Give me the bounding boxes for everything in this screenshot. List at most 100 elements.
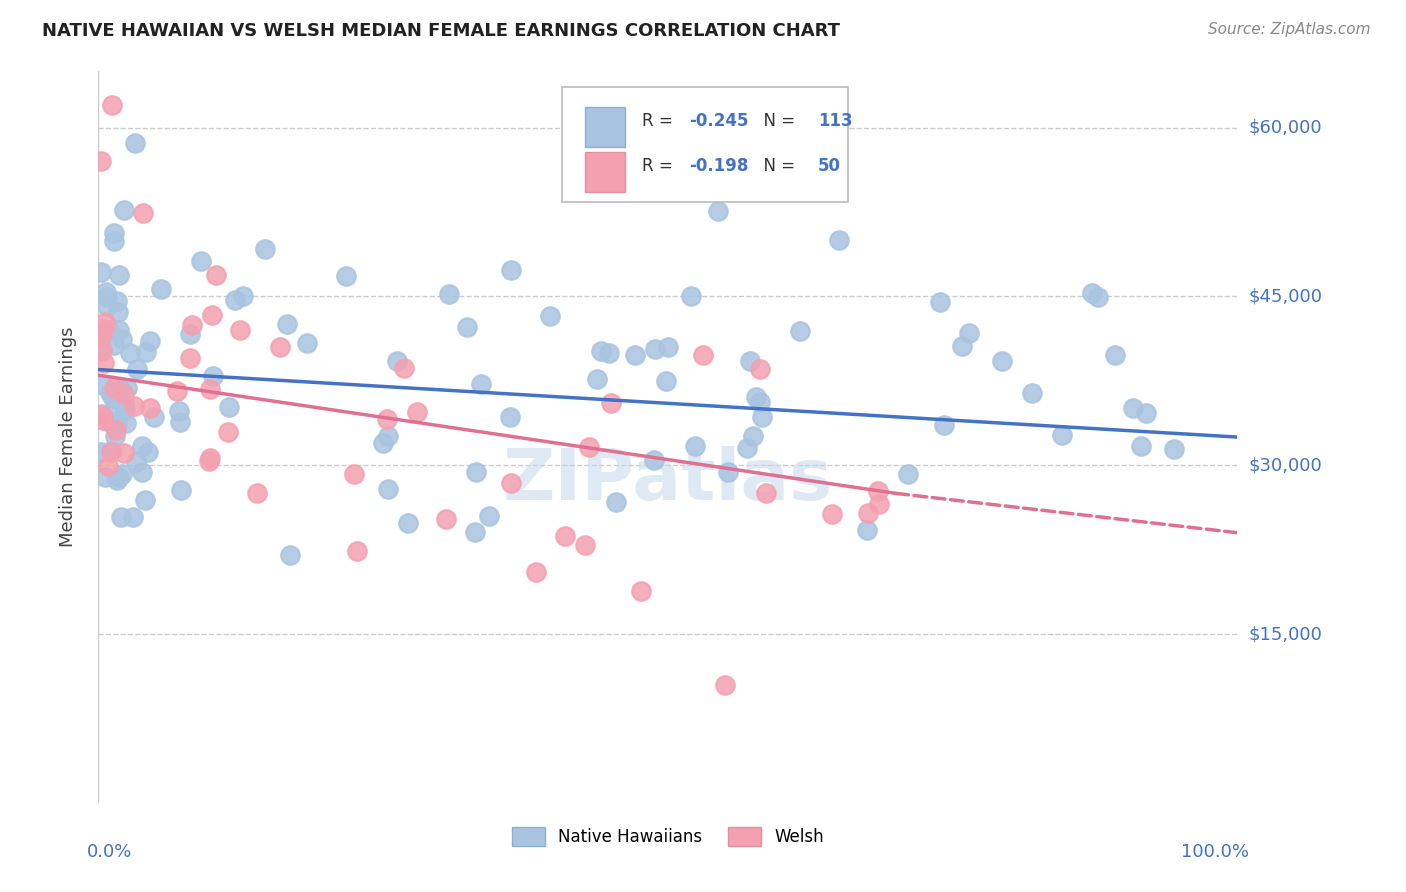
- Text: 50: 50: [818, 157, 841, 176]
- Point: [706, 204, 728, 219]
- Point: [554, 529, 576, 543]
- Point: [117, 381, 139, 395]
- Point: [105, 423, 128, 437]
- Point: [499, 410, 522, 425]
- Point: [278, 548, 301, 562]
- Point: [295, 335, 318, 350]
- Point: [742, 428, 765, 442]
- Point: [685, 439, 707, 453]
- Point: [856, 506, 879, 520]
- Point: [139, 401, 162, 415]
- Point: [131, 465, 153, 479]
- Point: [591, 343, 613, 358]
- Point: [434, 512, 457, 526]
- Point: [98, 415, 121, 429]
- Point: [201, 308, 224, 322]
- Point: [437, 287, 460, 301]
- Text: 100.0%: 100.0%: [1181, 843, 1249, 861]
- Point: [90, 445, 112, 459]
- Point: [246, 486, 269, 500]
- Point: [103, 391, 125, 405]
- Point: [1081, 285, 1104, 300]
- Point: [108, 469, 131, 483]
- Text: N =: N =: [754, 157, 800, 176]
- Point: [373, 435, 395, 450]
- Point: [112, 202, 135, 217]
- Point: [110, 509, 132, 524]
- Point: [1122, 401, 1144, 416]
- Point: [179, 351, 201, 365]
- Point: [91, 378, 114, 392]
- Point: [377, 412, 399, 426]
- Point: [499, 263, 522, 277]
- Text: $45,000: $45,000: [1249, 287, 1323, 305]
- Point: [605, 495, 627, 509]
- Point: [228, 323, 250, 337]
- Point: [828, 233, 851, 247]
- Point: [111, 332, 134, 346]
- Point: [190, 254, 212, 268]
- Point: [644, 342, 666, 356]
- Point: [169, 483, 191, 497]
- Point: [90, 265, 112, 279]
- Point: [820, 507, 842, 521]
- Point: [1104, 348, 1126, 362]
- Point: [405, 405, 427, 419]
- Point: [149, 282, 172, 296]
- Point: [1021, 385, 1043, 400]
- Text: ZIPatlas: ZIPatlas: [503, 447, 832, 516]
- Text: NATIVE HAWAIIAN VS WELSH MEDIAN FEMALE EARNINGS CORRELATION CHART: NATIVE HAWAIIAN VS WELSH MEDIAN FEMALE E…: [42, 22, 841, 40]
- Point: [139, 334, 162, 348]
- Point: [104, 429, 127, 443]
- Point: [1087, 289, 1109, 303]
- Point: [111, 467, 134, 481]
- Point: [90, 330, 112, 344]
- Point: [198, 382, 221, 396]
- Point: [110, 384, 132, 398]
- Point: [132, 206, 155, 220]
- Text: R =: R =: [641, 157, 678, 176]
- Point: [655, 375, 678, 389]
- Point: [868, 484, 890, 499]
- Point: [897, 467, 920, 481]
- Point: [224, 293, 246, 307]
- Point: [932, 418, 955, 433]
- Point: [108, 268, 131, 282]
- Point: [90, 408, 112, 422]
- Point: [94, 469, 117, 483]
- Point: [855, 523, 877, 537]
- Point: [465, 465, 488, 479]
- Point: [755, 486, 778, 500]
- Point: [114, 416, 136, 430]
- Point: [124, 136, 146, 150]
- Point: [90, 339, 112, 353]
- Point: [131, 439, 153, 453]
- Point: [657, 339, 679, 353]
- Point: [100, 445, 122, 459]
- Point: [253, 242, 276, 256]
- Point: [478, 509, 501, 524]
- Point: [1130, 439, 1153, 453]
- Point: [1052, 428, 1074, 442]
- Point: [105, 397, 128, 411]
- Point: [125, 454, 148, 468]
- Point: [343, 467, 366, 482]
- Point: [643, 453, 665, 467]
- Point: [169, 404, 191, 418]
- Point: [377, 429, 399, 443]
- Point: [198, 451, 221, 466]
- Point: [98, 385, 121, 400]
- Point: [97, 459, 120, 474]
- Point: [112, 386, 135, 401]
- Point: [166, 384, 188, 399]
- Point: [98, 322, 121, 336]
- Point: [105, 294, 128, 309]
- Point: [91, 344, 114, 359]
- Text: 113: 113: [818, 112, 853, 130]
- Point: [950, 339, 973, 353]
- Point: [749, 362, 772, 376]
- Point: [717, 465, 740, 479]
- Point: [218, 400, 240, 414]
- Point: [93, 413, 115, 427]
- Point: [134, 492, 156, 507]
